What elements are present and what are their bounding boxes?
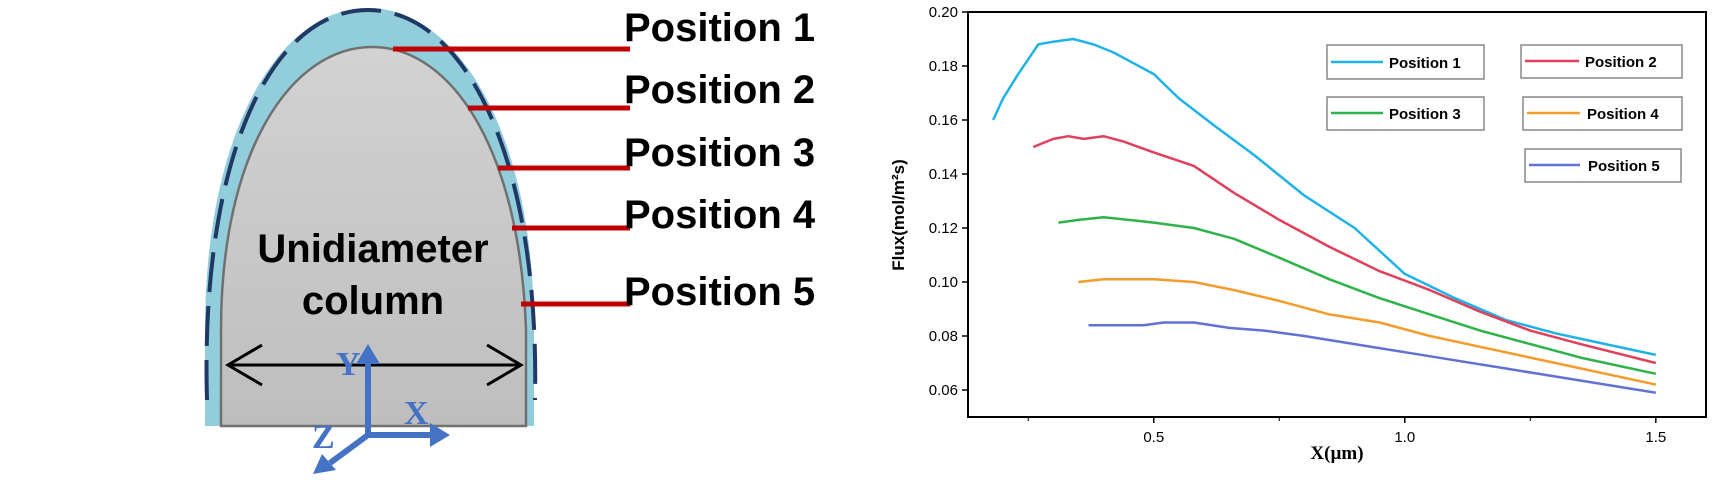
y-tick-label: 0.12: [929, 220, 958, 237]
legend-item-position-4: Position 4: [1522, 96, 1683, 131]
legend-label-5: Position 5: [1588, 158, 1660, 175]
column-label-line1: Unidiameter: [257, 227, 488, 271]
y-tick-label: 0.06: [929, 382, 958, 399]
y-tick-label: 0.16: [929, 112, 958, 129]
plot-frame: [967, 11, 1707, 418]
series-line-position-5: [1088, 321, 1656, 394]
series-line-position-2: [1032, 134, 1657, 365]
legend-item-position-5: Position 5: [1524, 148, 1682, 183]
x-axis-title: X(µm): [1310, 443, 1363, 464]
legend-label-3: Position 3: [1389, 106, 1461, 123]
y-axis-ticks: 0.06 0.08 0.10 0.12 0.14 0.16 0.18 0.20: [929, 4, 968, 399]
position-label-4: Position 4: [624, 193, 816, 237]
position-label-3: Position 3: [624, 131, 815, 175]
legend: Position 1 Position 2 Position 3 Positio…: [1326, 44, 1683, 183]
column-body: [219, 45, 528, 428]
legend-item-position-3: Position 3: [1326, 96, 1485, 131]
position-label-5: Position 5: [624, 270, 815, 314]
axis-letter-x: X: [404, 395, 429, 432]
y-tick-label: 0.20: [929, 4, 958, 21]
y-tick-label: 0.10: [929, 274, 958, 291]
y-tick-label: 0.08: [929, 328, 958, 345]
x-tick-label: 1.0: [1394, 429, 1415, 446]
flux-chart: 0.06 0.08 0.10 0.12 0.14 0.16 0.18 0.20 0.5 1.0 1…: [889, 4, 1707, 464]
legend-label-1: Position 1: [1389, 55, 1461, 72]
series-lines: [991, 37, 1657, 394]
position-label-1: Position 1: [624, 6, 815, 50]
dashed-boundary: [204, 7, 538, 401]
y-tick-label: 0.14: [929, 166, 958, 183]
series-line-position-4: [1078, 278, 1657, 386]
y-axis-title: Flux(mol/m²s): [889, 159, 908, 270]
y-tick-label: 0.18: [929, 58, 958, 75]
series-line-position-1: [991, 37, 1657, 357]
legend-item-position-1: Position 1: [1326, 44, 1485, 80]
legend-label-2: Position 2: [1585, 54, 1657, 71]
coordinate-axes: [313, 344, 450, 474]
x-axis-ticks: 0.5 1.0 1.5: [1027, 417, 1666, 446]
x-tick-label: 1.5: [1645, 429, 1666, 446]
x-tick-label: 0.5: [1143, 429, 1164, 446]
column-diagram: Position 1 Position 2 Position 3 Positio…: [204, 6, 816, 474]
axis-letter-y: Y: [336, 346, 361, 383]
pointer-lines: [393, 46, 630, 307]
axis-letter-z: Z: [312, 419, 335, 456]
legend-label-4: Position 4: [1587, 106, 1659, 123]
series-line-position-3: [1058, 215, 1657, 376]
legend-item-position-2: Position 2: [1520, 44, 1683, 79]
position-label-2: Position 2: [624, 68, 815, 112]
column-label-line2: column: [302, 279, 444, 323]
diameter-arrow: [225, 343, 524, 387]
